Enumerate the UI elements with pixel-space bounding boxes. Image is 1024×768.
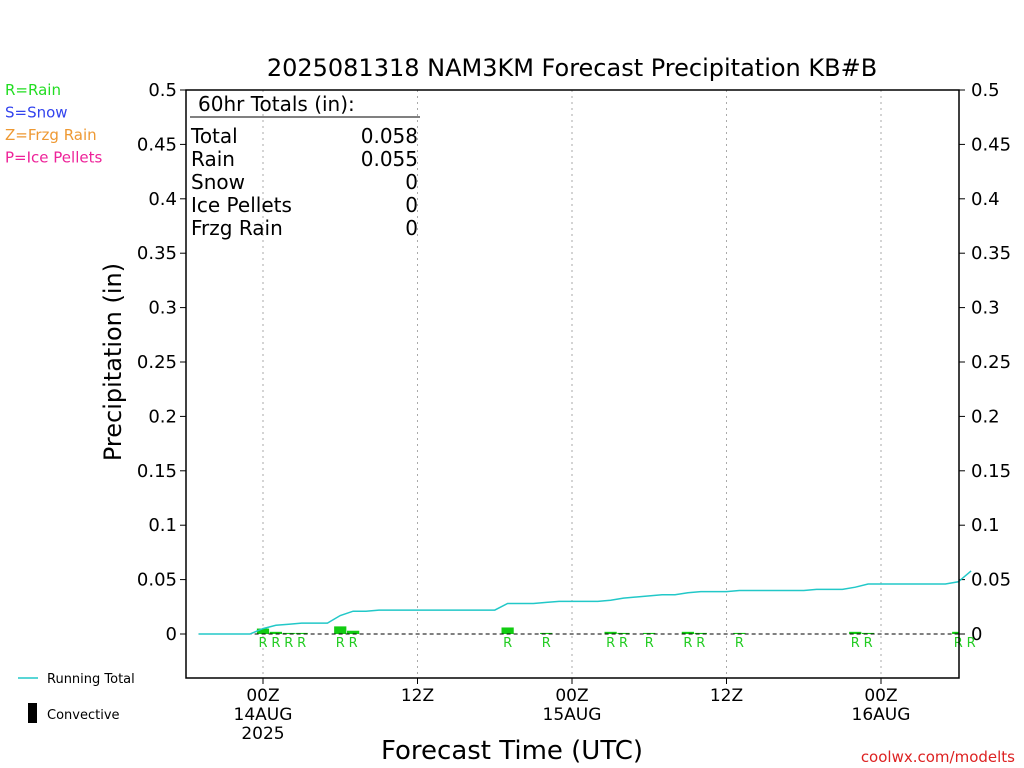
totals-value-rain: 0.055 <box>361 147 418 171</box>
precip-bar <box>295 632 308 634</box>
running-total-line <box>198 570 972 635</box>
precip-type-marker: R <box>271 636 280 651</box>
x-tick-label: 16AUG <box>852 705 911 725</box>
precip-bar <box>733 632 746 634</box>
precip-bars <box>256 626 959 634</box>
totals-label-snow: Snow <box>191 170 245 194</box>
y-tick-label-right: 0.5 <box>971 80 1000 101</box>
grid-lines <box>262 90 882 678</box>
precip-type-marker: R <box>258 636 267 651</box>
totals-label-ice-pellets: Ice Pellets <box>191 193 292 217</box>
y-tick-label-left: 0.15 <box>137 461 177 482</box>
totals-value-frzg-rain: 0 <box>405 216 418 240</box>
precip-bar <box>334 626 347 634</box>
legend-running-total-label: Running Total <box>47 672 135 687</box>
type-legend-item: P=Ice Pellets <box>5 149 102 167</box>
y-tick-label-right: 0.15 <box>971 461 1011 482</box>
y-tick-label-right: 0.2 <box>971 406 1000 427</box>
y-tick-label-right: 0.45 <box>971 134 1011 155</box>
totals-value-total: 0.058 <box>361 124 418 148</box>
credit-text: coolwx.com/modelts <box>861 748 1015 766</box>
y-tick-label-right: 0.05 <box>971 570 1011 591</box>
totals-label-frzg-rain: Frzg Rain <box>191 216 283 240</box>
type-legend-item: Z=Frzg Rain <box>5 126 97 144</box>
precip-type-marker: R <box>542 636 551 651</box>
precip-type-marker: R <box>503 636 512 651</box>
y-tick-label-left: 0.1 <box>148 515 177 536</box>
totals-value-ice-pellets: 0 <box>405 193 418 217</box>
precip-type-legend: R=Rain S=Snow Z=Frzg Rain P=Ice Pellets <box>5 81 102 167</box>
y-tick-label-left: 0.35 <box>137 243 177 264</box>
precip-type-marker: R <box>284 636 293 651</box>
legend-convective-label: Convective <box>47 708 120 723</box>
x-tick-label: 2025 <box>241 724 284 744</box>
precip-bar <box>256 628 270 634</box>
precip-type-marker: R <box>606 636 615 651</box>
totals-box: 60hr Totals (in): Total 0.058 Rain 0.055… <box>190 92 420 240</box>
precip-bar <box>643 632 656 634</box>
precip-type-marker: R <box>735 636 744 651</box>
precip-bar <box>347 630 360 634</box>
y-tick-label-left: 0.45 <box>137 134 177 155</box>
precip-type-marker: R <box>349 636 358 651</box>
y-tick-label-right: 0.35 <box>971 243 1011 264</box>
precip-bar <box>849 631 862 634</box>
precip-bar <box>269 631 282 634</box>
precip-bar <box>282 632 295 634</box>
totals-header: 60hr Totals (in): <box>198 92 355 116</box>
precip-type-marker: R <box>336 636 345 651</box>
precip-type-marker: R <box>851 636 860 651</box>
series-legend: Running Total Convective <box>18 672 135 723</box>
x-tick-label: 15AUG <box>543 705 602 725</box>
totals-value-snow: 0 <box>405 170 418 194</box>
type-legend-item: S=Snow <box>5 104 68 122</box>
x-tick-label: 12Z <box>710 686 743 706</box>
chart-title: 2025081318 NAM3KM Forecast Precipitation… <box>267 54 877 82</box>
y-tick-label-right: 0 <box>971 624 982 645</box>
y-tick-label-left: 0.3 <box>148 298 177 319</box>
y-axes: 0 00.05 0.050.1 0.10.15 0.150.2 0.20.25 0.250.… <box>137 80 1011 645</box>
type-legend-item: R=Rain <box>5 81 61 99</box>
x-axis-label: Forecast Time (UTC) <box>381 736 643 766</box>
y-tick-label-left: 0 <box>166 624 177 645</box>
precip-type-marker: R <box>696 636 705 651</box>
y-tick-label-left: 0.25 <box>137 352 177 373</box>
y-tick-label-right: 0.25 <box>971 352 1011 373</box>
precip-bar <box>617 632 630 634</box>
y-tick-label-left: 0.2 <box>148 406 177 427</box>
precip-type-marker: R <box>683 636 692 651</box>
precip-bar <box>952 631 959 634</box>
precip-type-marker: R <box>645 636 654 651</box>
precip-bar <box>540 632 553 634</box>
precip-bar <box>604 631 617 634</box>
totals-label-rain: Rain <box>191 147 235 171</box>
legend-convective-swatch <box>28 703 37 723</box>
precip-bar <box>681 631 694 634</box>
y-tick-label-left: 0.4 <box>148 189 177 210</box>
x-tick-label: 12Z <box>401 686 434 706</box>
x-tick-label: 14AUG <box>234 705 293 725</box>
y-tick-label-right: 0.3 <box>971 298 1000 319</box>
plot-frame <box>185 89 960 679</box>
y-tick-label-left: 0.5 <box>148 80 177 101</box>
precip-bar <box>862 632 875 634</box>
precip-type-marker: R <box>619 636 628 651</box>
y-axis-label: Precipitation (in) <box>99 263 127 461</box>
x-tick-label: 00Z <box>246 686 279 706</box>
y-tick-label-right: 0.4 <box>971 189 1000 210</box>
x-tick-label: 00Z <box>555 686 588 706</box>
totals-label-total: Total <box>190 124 238 148</box>
precip-bar <box>694 632 707 634</box>
precip-bar <box>501 627 514 634</box>
y-tick-label-right: 0.1 <box>971 515 1000 536</box>
precip-type-marker: R <box>297 636 306 651</box>
precip-type-marker: R <box>967 636 976 651</box>
y-tick-label-left: 0.05 <box>137 570 177 591</box>
precip-type-marker: R <box>864 636 873 651</box>
x-tick-label: 00Z <box>864 686 897 706</box>
